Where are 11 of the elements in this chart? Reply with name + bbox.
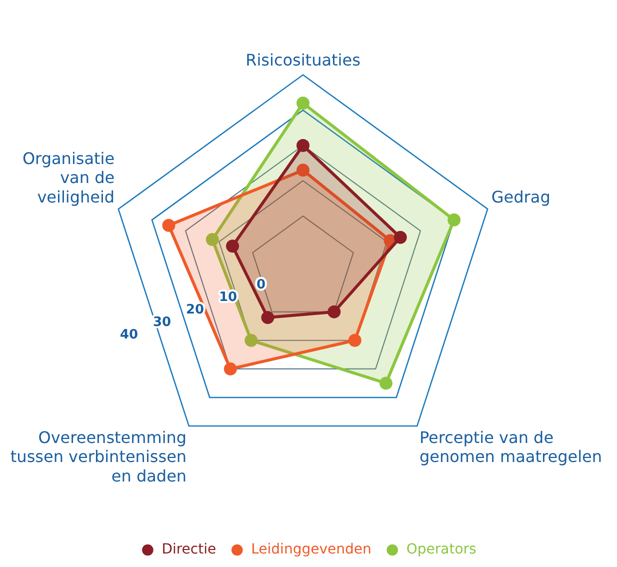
y-tick-label: 20 bbox=[186, 302, 204, 318]
spoke-label: Gedrag bbox=[491, 187, 550, 206]
legend-label: Directie bbox=[162, 542, 216, 558]
spoke-label: Risicosituaties bbox=[246, 50, 360, 70]
y-tick-label: 40 bbox=[120, 327, 138, 342]
y-tick-label: 0 bbox=[256, 277, 266, 292]
spoke-label: Perceptie van de genomen maatregelen bbox=[419, 428, 602, 466]
spoke-label: Organisatie van de veiligheid bbox=[22, 148, 115, 206]
spoke-label: Overeenstemming tussen verbintenissen en daden bbox=[10, 428, 187, 486]
legend-label: Leidinggevenden bbox=[251, 542, 372, 558]
legend-label: Operators bbox=[406, 542, 476, 558]
